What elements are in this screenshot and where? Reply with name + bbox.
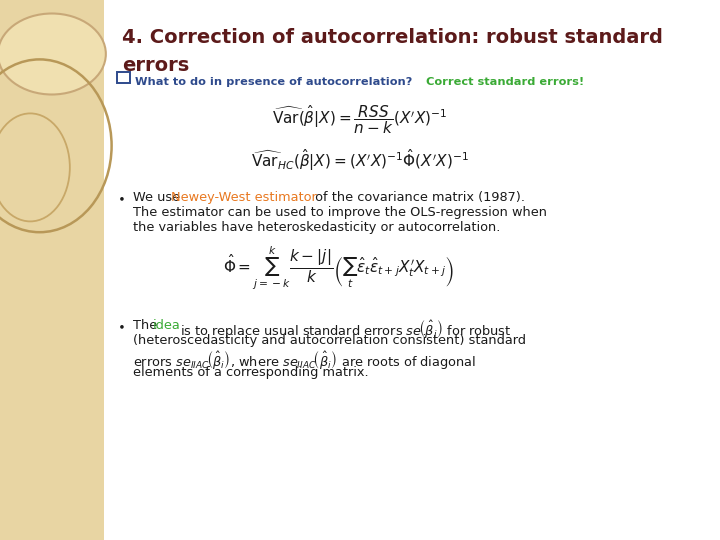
Text: of the covariance matrix (1987).: of the covariance matrix (1987). [311, 191, 525, 204]
Text: 4. Correction of autocorrelation: robust standard: 4. Correction of autocorrelation: robust… [122, 28, 663, 47]
Text: $\widehat{\mathrm{Var}}(\hat{\beta}|X) = \dfrac{RSS}{n-k}(X'X)^{-1}$: $\widehat{\mathrm{Var}}(\hat{\beta}|X) =… [272, 104, 448, 137]
Text: Newey-West estimator: Newey-West estimator [171, 191, 316, 204]
Text: idea: idea [153, 319, 181, 332]
FancyBboxPatch shape [0, 0, 104, 540]
Text: $\widehat{\mathrm{Var}}_{HC}(\hat{\beta}|X) = (X'X)^{-1}\hat{\Phi}(X'X)^{-1}$: $\widehat{\mathrm{Var}}_{HC}(\hat{\beta}… [251, 147, 469, 173]
Text: We use: We use [133, 191, 184, 204]
Text: The estimator can be used to improve the OLS-regression when: The estimator can be used to improve the… [133, 206, 547, 219]
Text: $\hat{\Phi} = \sum_{j=-k}^{k} \dfrac{k - |j|}{k} \left(\sum_{t} \hat{\varepsilon: $\hat{\Phi} = \sum_{j=-k}^{k} \dfrac{k -… [222, 244, 454, 292]
Circle shape [0, 14, 106, 94]
Text: the variables have heteroskedasticity or autocorrelation.: the variables have heteroskedasticity or… [133, 221, 500, 234]
Text: Correct standard errors!: Correct standard errors! [426, 77, 585, 87]
Text: elements of a corresponding matrix.: elements of a corresponding matrix. [133, 366, 369, 379]
Text: $\bullet$: $\bullet$ [117, 320, 125, 333]
Text: errors $se_{IIAC}\!\left(\hat{\beta}_i\right)$, where $se_{IIAC}\!\left(\hat{\be: errors $se_{IIAC}\!\left(\hat{\beta}_i\r… [133, 350, 476, 372]
Text: $\bullet$: $\bullet$ [117, 192, 125, 205]
Text: errors: errors [122, 56, 189, 75]
Text: What to do in presence of autocorrelation?: What to do in presence of autocorrelatio… [135, 77, 413, 87]
Text: (heteroscedasticity and autocorrelation consistent) standard: (heteroscedasticity and autocorrelation … [133, 334, 526, 347]
Text: The: The [133, 319, 161, 332]
Text: is to replace usual standard errors $se\!\left(\hat{\beta}_i\right)$ for robust: is to replace usual standard errors $se\… [176, 319, 511, 341]
